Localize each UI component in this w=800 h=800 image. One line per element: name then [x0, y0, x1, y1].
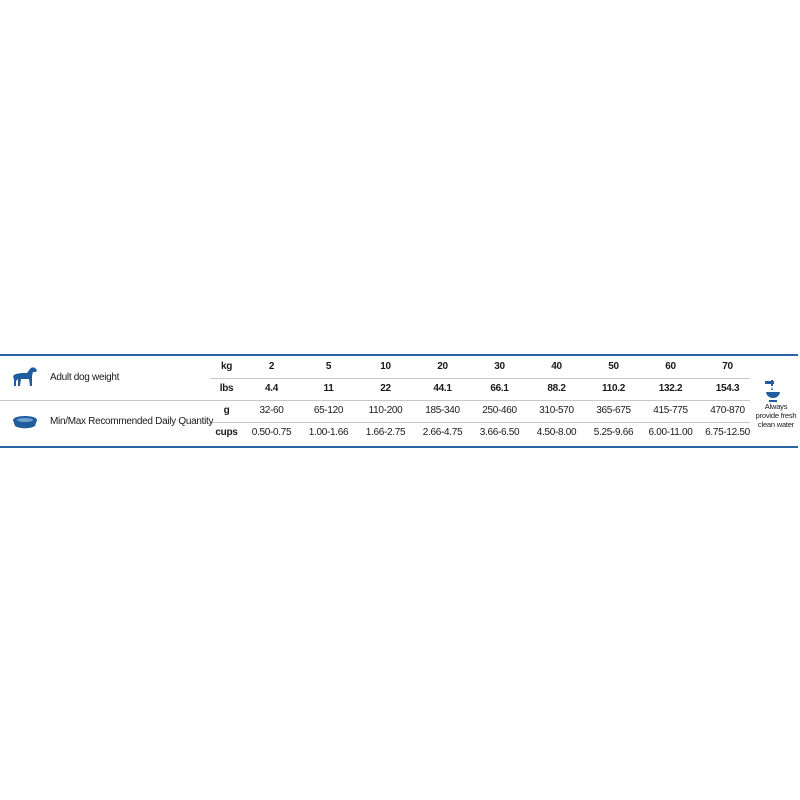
cups-value: 3.66-6.50 [479, 427, 520, 438]
lbs-value: 154.3 [715, 383, 740, 394]
grams-value: 185-340 [425, 405, 460, 416]
cups-value: 1.00-1.66 [308, 427, 349, 438]
kg-value: 10 [380, 361, 391, 372]
unit-kg: kg [220, 361, 233, 372]
grams-value: 110-200 [368, 405, 403, 416]
lbs-value: 11 [323, 383, 334, 394]
grams-value: 365-675 [596, 405, 631, 416]
kg-value: 20 [437, 361, 448, 372]
kg-value: 30 [494, 361, 505, 372]
unit-grams: g [223, 405, 230, 416]
lbs-value: 88.2 [547, 383, 566, 394]
cups-value: 0.50-0.75 [251, 427, 292, 438]
grams-value: 310-570 [539, 405, 574, 416]
kg-value: 70 [722, 361, 733, 372]
unit-cups: cups [215, 427, 238, 438]
lbs-value: 110.2 [602, 383, 625, 394]
grams-value: 470-870 [710, 405, 745, 416]
kg-value: 5 [325, 361, 332, 372]
lbs-value: 66.1 [490, 383, 509, 394]
lbs-value: 44.1 [433, 383, 452, 394]
water-note-line: Always [764, 402, 788, 411]
unit-lbs: lbs [219, 383, 234, 394]
cups-value: 6.00-11.00 [648, 427, 693, 438]
food-bowl-icon [13, 416, 37, 429]
dog-icon [13, 367, 37, 386]
water-note-line: provide fresh [755, 411, 797, 420]
cups-value: 4.50-8.00 [536, 427, 577, 438]
divider [210, 378, 750, 379]
water-tap-icon [765, 380, 780, 402]
grams-value: 250-460 [482, 405, 517, 416]
cups-value: 6.75-12.50 [705, 427, 750, 438]
cups-value: 2.66-4.75 [422, 427, 463, 438]
lbs-value: 132.2 [658, 383, 683, 394]
divider [0, 400, 750, 401]
cups-value: 5.25-9.66 [593, 427, 634, 438]
lbs-value: 4.4 [264, 383, 278, 394]
kg-value: 40 [551, 361, 562, 372]
kg-value: 60 [665, 361, 676, 372]
grams-value: 415-775 [653, 405, 688, 416]
grams-value: 65-120 [313, 405, 344, 416]
kg-value: 50 [608, 361, 619, 372]
water-note: Always provide fresh clean water [752, 402, 800, 429]
quantity-label: Min/Max Recommended Daily Quantity [50, 416, 214, 427]
water-note-line: clean water [757, 420, 795, 429]
divider [210, 422, 750, 423]
cups-value: 1.66-2.75 [365, 427, 406, 438]
kg-value: 2 [268, 361, 275, 372]
weight-label: Adult dog weight [50, 372, 120, 383]
feeding-table: Adult dog weight Min/Max Recommended Dai… [0, 354, 798, 448]
grams-value: 32-60 [259, 405, 284, 416]
lbs-value: 22 [380, 383, 391, 394]
